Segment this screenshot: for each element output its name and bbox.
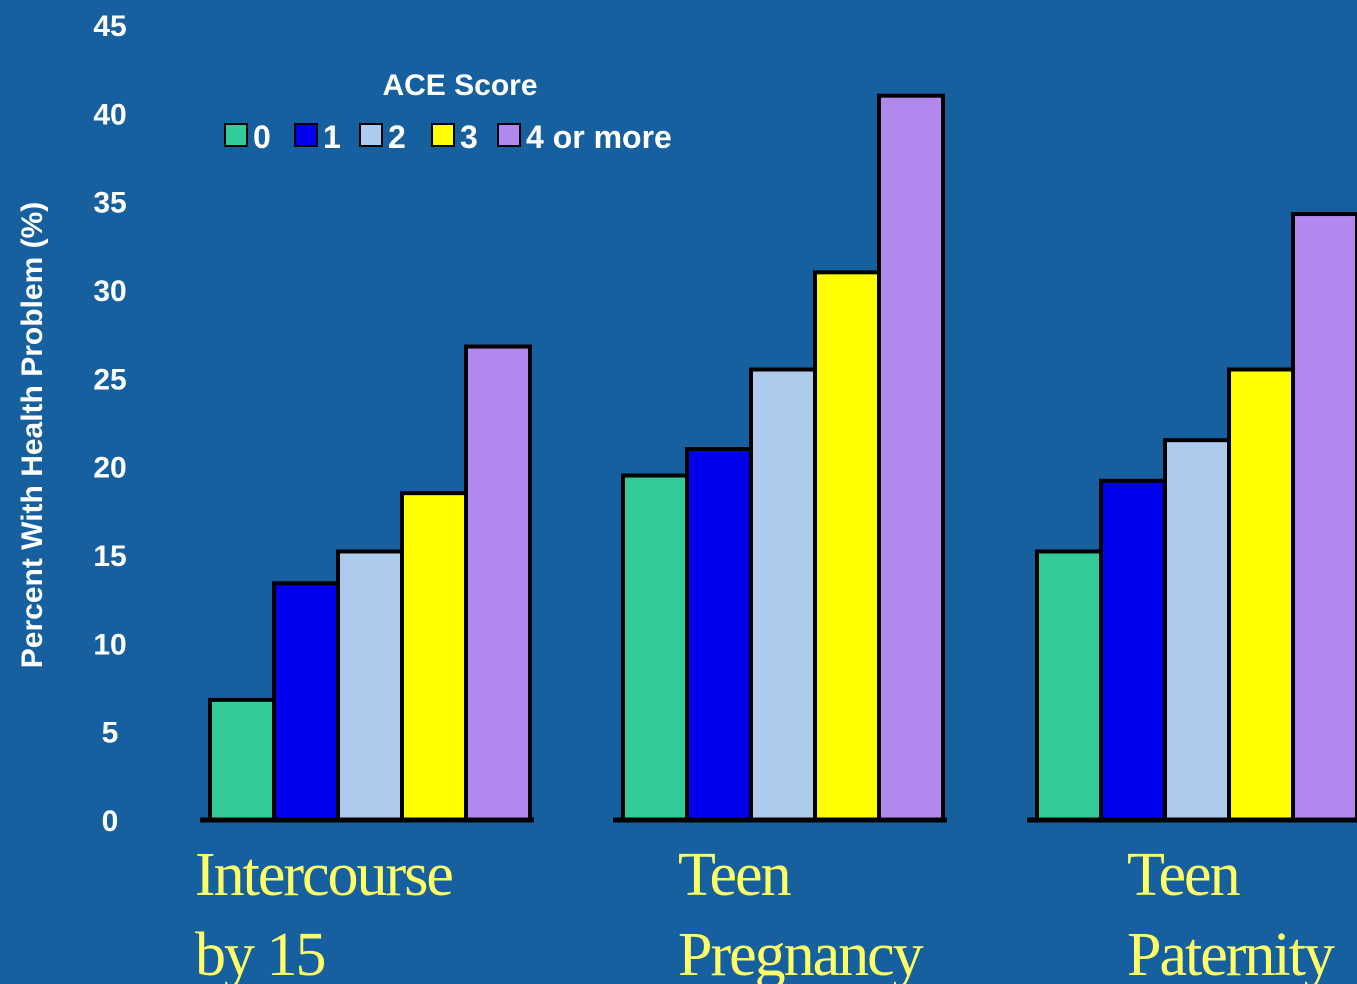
bar <box>1291 212 1357 823</box>
bar <box>464 344 532 822</box>
y-tick-label: 10 <box>93 628 126 661</box>
legend-swatch <box>431 123 455 147</box>
legend-swatch <box>497 123 521 147</box>
y-tick-label: 40 <box>93 98 126 131</box>
y-tick-label: 5 <box>102 717 119 750</box>
y-tick-label: 25 <box>93 363 126 396</box>
y-axis-label: Percent With Health Problem (%) <box>16 202 49 668</box>
category-label: Intercourse <box>195 841 452 909</box>
bar <box>272 581 340 822</box>
bars <box>208 93 1357 823</box>
bar <box>749 367 817 822</box>
category-label: Teen <box>678 841 792 909</box>
legend-entry: 3 <box>460 119 478 155</box>
legend-entry: 1 <box>323 119 341 155</box>
bar <box>1099 478 1167 822</box>
category-label: Teen <box>1127 841 1241 909</box>
legend: ACE Score 0 1 2 3 4 or more <box>224 69 672 155</box>
legend-title: ACE Score <box>382 69 537 102</box>
bar <box>1227 367 1295 822</box>
category-label: by 15 <box>195 921 325 984</box>
y-tick-label: 15 <box>93 540 126 573</box>
legend-entry: 0 <box>253 119 271 155</box>
legend-entry: 2 <box>388 119 406 155</box>
y-axis: 0 5 10 15 20 25 30 35 40 45 <box>93 10 126 838</box>
bar <box>400 491 468 822</box>
bar <box>877 93 945 822</box>
y-tick-label: 20 <box>93 452 126 485</box>
category-label: Paternity <box>1127 921 1335 984</box>
bar <box>208 697 276 822</box>
category-label: Pregnancy <box>678 921 924 984</box>
y-tick-label: 30 <box>93 275 126 308</box>
legend-swatch <box>294 123 318 147</box>
y-tick-label: 0 <box>102 805 119 838</box>
bar <box>685 447 753 822</box>
bar <box>621 473 689 822</box>
bar <box>336 549 404 822</box>
legend-swatch <box>224 123 248 147</box>
legend-swatch <box>359 123 383 147</box>
y-tick-label: 35 <box>93 187 126 220</box>
category-labels: Intercourse by 15 Teen Pregnancy Teen Paterni… <box>195 841 1337 984</box>
y-tick-label: 45 <box>93 10 126 43</box>
bar <box>1163 438 1231 822</box>
bar <box>1035 549 1103 822</box>
bar <box>813 270 881 823</box>
legend-entry: 4 or more <box>526 119 672 155</box>
